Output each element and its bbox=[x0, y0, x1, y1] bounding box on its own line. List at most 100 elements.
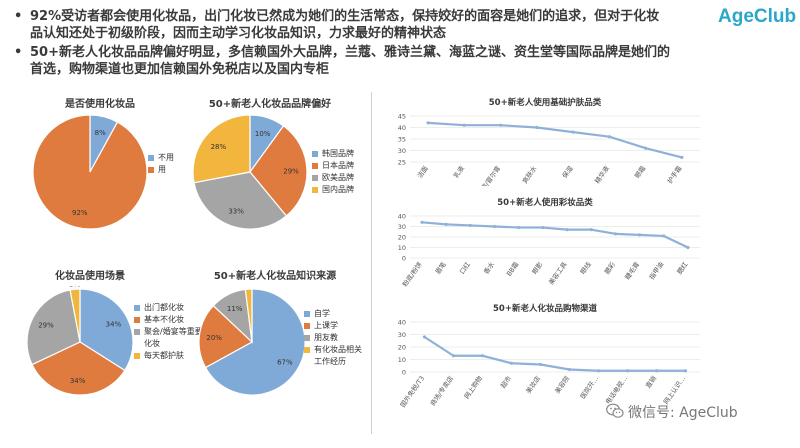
pie2-slice-label-1: 29% bbox=[283, 168, 299, 176]
pie2-slice-1 bbox=[249, 125, 308, 217]
line3-series-line bbox=[423, 335, 687, 372]
pie2-legend-item-2: 欧美品牌 bbox=[312, 172, 354, 184]
pie2-slice-2 bbox=[193, 171, 288, 230]
line3-point-1 bbox=[451, 354, 456, 358]
legend-label: 聚会/婚宴等重要场合化妆 bbox=[144, 327, 219, 348]
legend-swatch bbox=[134, 317, 140, 323]
line1-point-0 bbox=[426, 121, 430, 125]
wechat-footer: 微信号: AgeClub bbox=[606, 402, 738, 422]
pie-chart-cosmetics-usage: 8% 92% bbox=[32, 114, 148, 230]
legend-label: 有化妆品相关工作经历 bbox=[314, 345, 362, 366]
line2-xtick-5: 眼影 bbox=[530, 260, 545, 276]
line2-xtick-7: 眼线 bbox=[578, 260, 593, 276]
pie4-legend-item-2: 朋友教 bbox=[304, 332, 368, 344]
pie2-slice-3 bbox=[192, 114, 251, 184]
line3-ytick-4: 40 bbox=[398, 319, 406, 327]
pie1-legend-item-0: 不用 bbox=[148, 152, 174, 164]
pie4-slice-label-0: 67% bbox=[277, 358, 293, 366]
legend-swatch bbox=[312, 175, 318, 181]
line1-xtick-4: 保湿 bbox=[560, 164, 575, 180]
legend-label: 不用 bbox=[158, 153, 174, 162]
line3-xtick-2: 网上购物 bbox=[462, 374, 485, 401]
legend-swatch bbox=[134, 305, 140, 311]
legend-label: 自学 bbox=[314, 309, 330, 318]
line1-ytick-3: 40 bbox=[398, 124, 406, 132]
legend-label: 用 bbox=[158, 165, 166, 174]
pie4-legend-item-0: 自学 bbox=[304, 308, 368, 320]
pie1-legend: 不用用 bbox=[148, 152, 174, 176]
pie4-slice-label-3: 2% bbox=[243, 286, 254, 288]
line1-point-5 bbox=[607, 135, 611, 139]
line3-xtick-3: 超市 bbox=[498, 374, 513, 390]
line-chart-shopping-channels: 50+新老人化妆品购物渠道 0 10 20 30 40 国外免税/T3 商场/专卖店 网上购物超… bbox=[398, 303, 700, 408]
legend-swatch bbox=[134, 353, 140, 359]
line-chart-makeup: 50+新老人使用彩妆品类 0 10 20 30 40 粉底/粉饼 眉笔 口红 香水 BB霜 眼影 美容工… bbox=[398, 197, 700, 288]
header: • 92%受访者都会使用化妆品，出门化妆已然成为她们的生活常态，保持姣好的面容是… bbox=[0, 0, 800, 78]
section-divider bbox=[371, 92, 372, 434]
line3-xtick-1: 商场/专卖店 bbox=[428, 374, 456, 408]
bullet-dot: • bbox=[14, 45, 23, 60]
pie3-legend-item-2: 聚会/婚宴等重要场合化妆 bbox=[134, 326, 220, 350]
line1-xtick-1: 乳液 bbox=[451, 164, 466, 180]
line2-point-2 bbox=[468, 223, 473, 228]
line2-xtick-10: 指甲油 bbox=[647, 260, 666, 281]
brand-logo: AgeClub bbox=[718, 6, 797, 27]
line2-point-5 bbox=[541, 225, 545, 230]
line1-xtick-6: 眼霜 bbox=[633, 164, 647, 180]
line3-xtick-8: 直销 bbox=[643, 374, 658, 390]
legend-swatch bbox=[304, 311, 310, 317]
bullet-dot: • bbox=[14, 9, 23, 24]
pie1-slice-label-0: 8% bbox=[95, 129, 106, 137]
pie1-title: 是否使用化妆品 bbox=[65, 99, 135, 110]
line3-point-7 bbox=[625, 369, 630, 373]
line2-ytick-4: 40 bbox=[398, 213, 406, 221]
line3-xtick-4: 美妆店 bbox=[524, 374, 543, 396]
line3-xtick-0: 国外免税/T3 bbox=[398, 374, 426, 408]
legend-label: 上课学 bbox=[314, 321, 338, 330]
line3-xtick-6: 医院开… bbox=[578, 374, 600, 400]
wechat-label: 微信号: AgeClub bbox=[628, 405, 738, 421]
legend-label: 朋友教 bbox=[314, 333, 338, 342]
line2-point-0 bbox=[420, 220, 424, 224]
pie3-slice-3 bbox=[69, 288, 81, 343]
pie3-slice-label-2: 29% bbox=[38, 322, 54, 330]
line1-point-7 bbox=[680, 155, 684, 159]
line1-point-6 bbox=[644, 146, 648, 150]
line3-xtick-5: 美容院 bbox=[553, 374, 572, 396]
line3-point-9 bbox=[683, 369, 688, 373]
line1-xtick-5: 精华液 bbox=[592, 164, 611, 186]
line1-xtick-3: 爽肤水 bbox=[520, 164, 539, 186]
legend-swatch bbox=[312, 187, 318, 193]
line2-point-10 bbox=[662, 234, 666, 238]
legend-swatch bbox=[148, 167, 154, 173]
line2-xtick-2: 口红 bbox=[457, 260, 472, 276]
line2-xtick-6: 美容工具 bbox=[546, 260, 569, 287]
line2-point-7 bbox=[589, 228, 593, 232]
pie4-slice-3 bbox=[244, 288, 253, 343]
pie4-slice-0 bbox=[204, 288, 306, 396]
pie2-legend-item-1: 日本品牌 bbox=[312, 160, 354, 172]
legend-swatch bbox=[304, 347, 310, 353]
line3-ytick-3: 30 bbox=[398, 331, 406, 339]
line2-xtick-4: BB霜 bbox=[505, 260, 521, 278]
line1-title: 50+新老人使用基础护肤品类 bbox=[489, 97, 602, 108]
line2-xtick-11: 腮红 bbox=[675, 260, 690, 276]
line2-xtick-9: 睫毛膏 bbox=[623, 260, 642, 282]
line1-ytick-4: 45 bbox=[398, 113, 406, 121]
line1-point-1 bbox=[462, 123, 466, 127]
line1-point-3 bbox=[535, 125, 539, 130]
pie4-slice-label-2: 11% bbox=[227, 305, 243, 313]
line3-xtick-9: 网上认识… bbox=[661, 374, 687, 406]
pie4-slice-1 bbox=[198, 304, 254, 369]
legend-label: 韩国品牌 bbox=[322, 149, 354, 158]
line3-point-4 bbox=[538, 362, 543, 367]
legend-label: 基本不化妆 bbox=[144, 315, 184, 324]
line3-point-8 bbox=[654, 369, 659, 373]
line1-ytick-0: 25 bbox=[398, 159, 406, 167]
legend-swatch bbox=[304, 335, 310, 341]
line3-ytick-2: 20 bbox=[398, 344, 406, 352]
line2-point-6 bbox=[565, 228, 569, 232]
line2-point-9 bbox=[637, 233, 642, 237]
pie4-title: 50+新老人化妆品知识来源 bbox=[213, 271, 337, 282]
legend-label: 欧美品牌 bbox=[322, 173, 354, 182]
